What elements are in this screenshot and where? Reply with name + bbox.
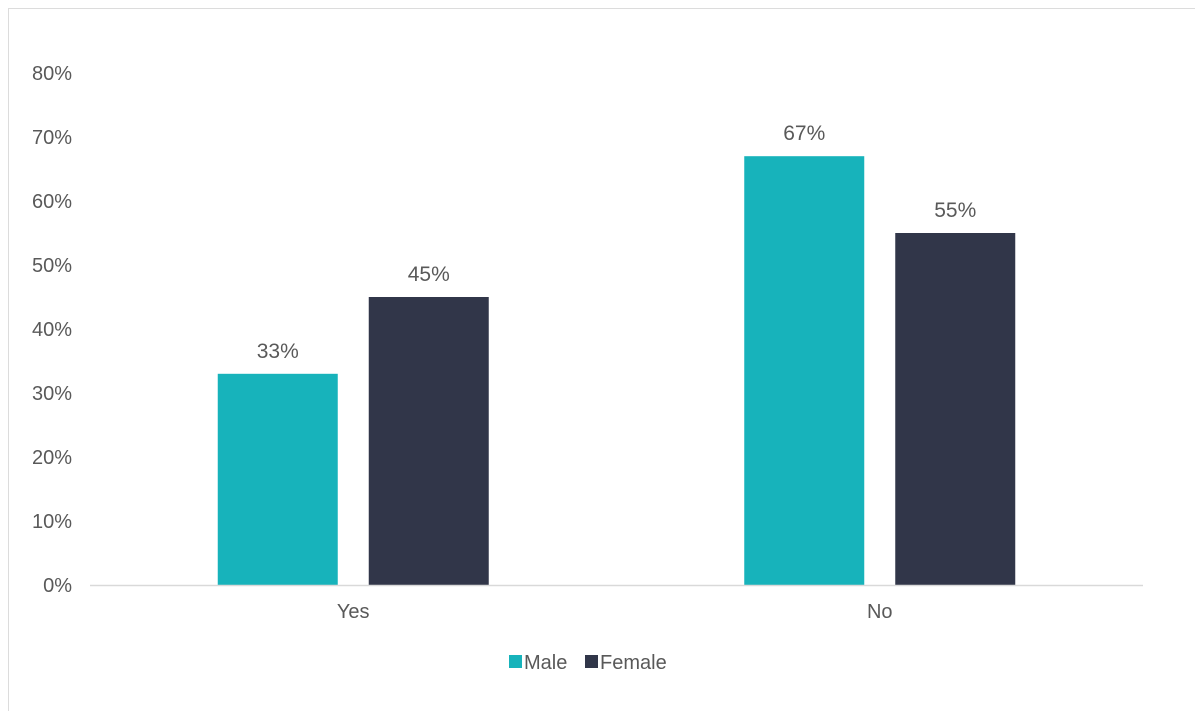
bars	[217, 156, 1016, 585]
y-axis-ticks: 0% 10% 20% 30% 40% 50% 60% 70% 80%	[32, 63, 72, 597]
y-tick-label: 70%	[32, 127, 72, 149]
y-tick-label: 40%	[32, 319, 72, 341]
legend-label-male: Male	[524, 652, 567, 674]
bar-male-yes	[217, 373, 338, 585]
x-tick-label: No	[867, 601, 893, 623]
legend-swatch-female	[585, 655, 598, 668]
data-labels: 33% 45% 67% 55%	[257, 122, 977, 363]
bar-male-no	[744, 156, 865, 585]
y-tick-label: 80%	[32, 63, 72, 85]
bar-female-yes	[368, 297, 489, 585]
data-label: 55%	[934, 199, 976, 222]
y-tick-label: 0%	[43, 575, 72, 597]
chart-frame	[8, 8, 1195, 711]
x-axis-ticks: Yes No	[337, 601, 893, 623]
data-label: 33%	[257, 340, 299, 363]
legend: Male Female	[509, 652, 667, 674]
y-tick-label: 10%	[32, 511, 72, 533]
bar-female-no	[895, 233, 1016, 585]
x-tick-label: Yes	[337, 601, 370, 623]
y-tick-label: 50%	[32, 255, 72, 277]
y-tick-label: 20%	[32, 447, 72, 469]
legend-swatch-male	[509, 655, 522, 668]
y-tick-label: 30%	[32, 383, 72, 405]
data-label: 45%	[408, 263, 450, 286]
data-label: 67%	[783, 122, 825, 145]
y-tick-label: 60%	[32, 191, 72, 213]
legend-label-female: Female	[600, 652, 667, 674]
